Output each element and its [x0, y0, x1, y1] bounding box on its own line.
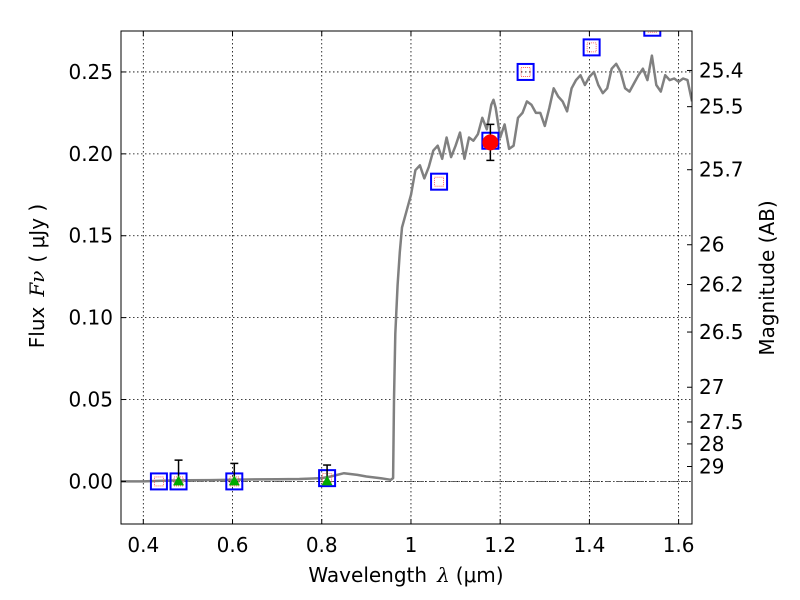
photometry-box-inner [434, 176, 444, 187]
photometry-box-inner [647, 31, 658, 33]
y-tick-label: 0.25 [68, 60, 113, 84]
right-tick-label: 27 [699, 375, 724, 399]
x-tick-label: 0.8 [306, 533, 338, 557]
y-tick-label: 0.20 [68, 142, 113, 166]
right-tick-label: 26 [699, 233, 724, 257]
photometry-box-inner [586, 42, 597, 53]
plot-frame [120, 30, 693, 525]
upper-limit-triangle [173, 475, 185, 486]
photometry-box [430, 172, 449, 191]
y-tick-label: 0.00 [68, 469, 113, 493]
x-tick-label: 0.6 [217, 533, 249, 557]
right-tick-label: 29 [699, 455, 724, 479]
x-tick-label: 0.4 [127, 533, 159, 557]
right-tick-label: 25.5 [699, 95, 744, 119]
y-tick-label: 0.10 [68, 306, 113, 330]
y-tick-label: 0.05 [68, 388, 113, 412]
ticks: 0.4 0.6 0.8 1 1.2 1.4 1.6 0.00 0.05 0.10 0.15 0.20 0… [68, 31, 744, 557]
y-tick-label: 0.15 [68, 224, 113, 248]
detection-point [482, 134, 499, 151]
plot-area [121, 31, 692, 491]
right-tick-label: 25.7 [699, 158, 744, 182]
right-tick-label: 26.5 [699, 320, 744, 344]
sed-model-line [121, 54, 692, 483]
upper-limit-triangle [321, 475, 333, 486]
photometry-box-inner [520, 67, 531, 77]
y-axis-label: FluxFν( μJy ) [25, 204, 49, 348]
photometry-box-inner [154, 476, 164, 487]
upper-limit-triangle [228, 475, 240, 486]
photometry-box [643, 31, 662, 37]
photometry-box [516, 62, 535, 81]
right-axis-label: Magnitude (AB) [755, 200, 779, 355]
right-tick-label: 27.5 [699, 410, 744, 434]
x-tick-label: 1 [405, 533, 418, 557]
x-tick-label: 1.4 [573, 533, 605, 557]
photometry-box [149, 472, 168, 491]
x-axis-label: Wavelength λ (μm) [308, 563, 503, 587]
right-tick-label: 25.4 [699, 58, 744, 82]
right-tick-label: 26.2 [699, 273, 744, 297]
x-tick-label: 1.2 [484, 533, 516, 557]
right-tick-label: 28 [699, 432, 724, 456]
x-tick-label: 1.6 [663, 533, 695, 557]
grid [121, 31, 692, 524]
photometry-box [582, 38, 601, 57]
